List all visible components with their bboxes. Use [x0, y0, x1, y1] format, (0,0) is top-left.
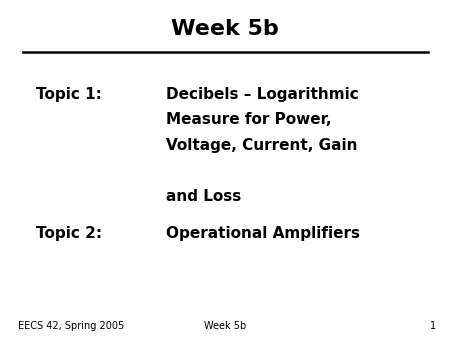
Text: Topic 2:: Topic 2:	[36, 226, 102, 241]
Text: Voltage, Current, Gain: Voltage, Current, Gain	[166, 138, 358, 153]
Text: and Loss: and Loss	[166, 189, 242, 203]
Text: 1: 1	[430, 321, 436, 331]
Text: EECS 42, Spring 2005: EECS 42, Spring 2005	[18, 321, 124, 331]
Text: Week 5b: Week 5b	[204, 321, 246, 331]
Text: Measure for Power,: Measure for Power,	[166, 113, 332, 127]
Text: Decibels – Logarithmic: Decibels – Logarithmic	[166, 87, 359, 102]
Text: Topic 1:: Topic 1:	[36, 87, 102, 102]
Text: Operational Amplifiers: Operational Amplifiers	[166, 226, 360, 241]
Text: Week 5b: Week 5b	[171, 19, 279, 39]
